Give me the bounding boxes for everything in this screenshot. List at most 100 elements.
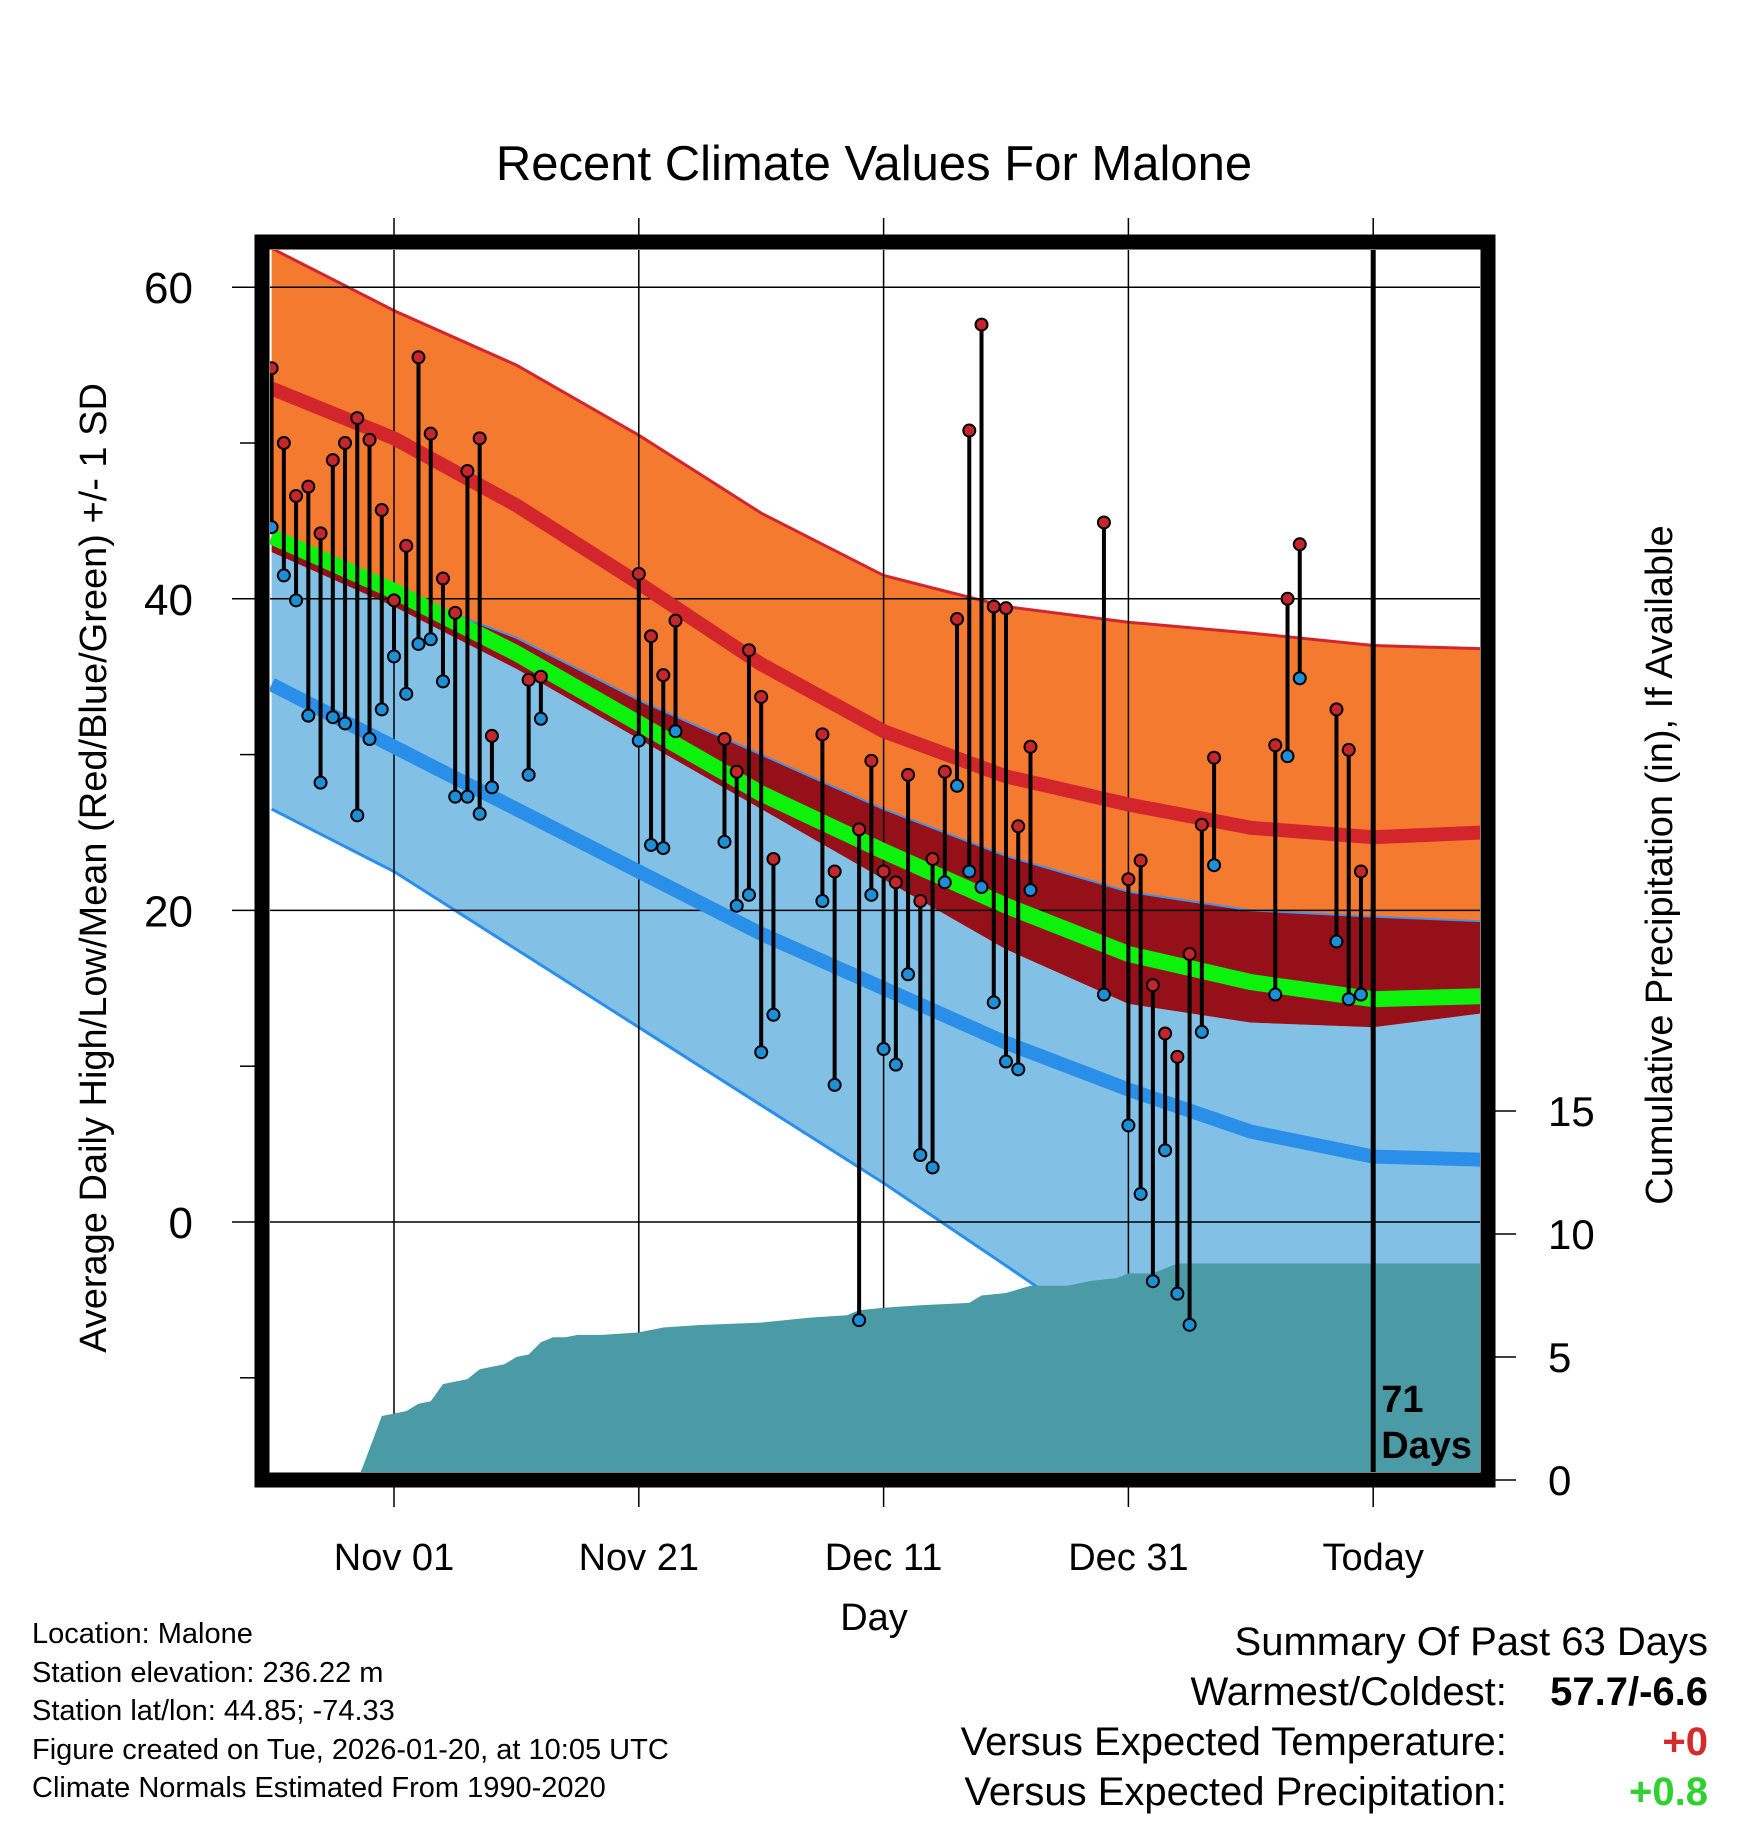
daily-low-point bbox=[876, 1042, 891, 1057]
precip-value: +0.8 bbox=[1629, 1770, 1708, 1814]
daily-high-point bbox=[1133, 853, 1148, 868]
daily-high-point bbox=[1194, 817, 1209, 832]
daily-low-point bbox=[631, 733, 646, 748]
daily-low-point bbox=[1145, 1274, 1160, 1289]
warm-cold-value: 57.7/-6.6 bbox=[1550, 1670, 1708, 1714]
daily-low-point bbox=[852, 1313, 867, 1328]
precip-area bbox=[271, 1263, 1480, 1472]
daily-high-point bbox=[1170, 1049, 1185, 1064]
daily-low-point bbox=[901, 967, 916, 982]
daily-low-point bbox=[374, 702, 389, 717]
daily-low-point bbox=[1194, 1024, 1209, 1039]
daily-high-point bbox=[729, 764, 744, 779]
y-tick-label: 40 bbox=[144, 576, 193, 625]
daily-low-point bbox=[399, 686, 414, 701]
daily-high-point bbox=[301, 479, 316, 494]
daily-low-point bbox=[888, 1057, 903, 1072]
daily-high-point bbox=[1023, 739, 1038, 754]
today-days-number: 71 bbox=[1381, 1379, 1423, 1421]
daily-high-point bbox=[484, 728, 499, 743]
y-tick-label: 0 bbox=[169, 1199, 193, 1248]
daily-low-point bbox=[411, 636, 426, 651]
daily-low-point bbox=[1011, 1062, 1026, 1077]
daily-low-point bbox=[1268, 987, 1283, 1002]
daily-high-point bbox=[313, 526, 328, 541]
daily-low-point bbox=[1170, 1286, 1185, 1301]
daily-high-point bbox=[888, 875, 903, 890]
daily-low-point bbox=[472, 806, 487, 821]
daily-low-point bbox=[729, 898, 744, 913]
y2-tick-label: 0 bbox=[1548, 1457, 1571, 1504]
daily-low-point bbox=[350, 808, 365, 823]
plot-frame bbox=[254, 234, 1496, 1488]
daily-low-point bbox=[435, 674, 450, 689]
daily-low-point bbox=[1158, 1143, 1173, 1158]
daily-high-point bbox=[986, 599, 1001, 614]
daily-high-point bbox=[815, 727, 830, 742]
normals-text: Climate Normals Estimated From 1990-2020 bbox=[32, 1772, 606, 1804]
daily-low-point bbox=[717, 834, 732, 849]
daily-low-point bbox=[423, 632, 438, 647]
daily-low-point bbox=[1280, 749, 1295, 764]
daily-high-point bbox=[435, 571, 450, 586]
daily-high-point bbox=[1145, 978, 1160, 993]
daily-low-point bbox=[950, 778, 965, 793]
daily-low-point bbox=[1121, 1118, 1136, 1133]
daily-low-point bbox=[864, 887, 879, 902]
station-info: Location: Malone Station elevation: 236.… bbox=[32, 1615, 669, 1808]
daily-low-point bbox=[289, 593, 304, 608]
daily-low-point bbox=[644, 837, 659, 852]
daily-high-point bbox=[876, 864, 891, 879]
daily-high-point bbox=[974, 317, 989, 332]
daily-low-point bbox=[741, 887, 756, 902]
y-axis-title: Average Daily High/Low/Mean (Red/Blue/Gr… bbox=[73, 383, 115, 1353]
daily-low-point bbox=[276, 568, 291, 583]
temp-label: Versus Expected Temperature: bbox=[960, 1720, 1507, 1764]
daily-high-point bbox=[1353, 864, 1368, 879]
daily-high-point bbox=[1280, 591, 1295, 606]
daily-high-point bbox=[270, 361, 279, 376]
normal-mean-line bbox=[270, 529, 1480, 1008]
created-text: Figure created on Tue, 2026-01-20, at 10… bbox=[32, 1733, 669, 1766]
daily-high-point bbox=[631, 566, 646, 581]
x-tick-label: Nov 21 bbox=[579, 1537, 699, 1579]
daily-high-point bbox=[338, 436, 353, 450]
daily-high-point bbox=[925, 851, 940, 866]
daily-low-point bbox=[1292, 671, 1307, 686]
daily-high-point bbox=[325, 453, 340, 468]
daily-high-point bbox=[387, 593, 401, 608]
daily-low-point bbox=[533, 711, 548, 726]
daily-high-point bbox=[717, 732, 732, 747]
daily-high-point bbox=[1121, 872, 1136, 887]
daily-high-point bbox=[741, 643, 756, 658]
daily-low-point bbox=[387, 649, 401, 664]
daily-high-point bbox=[852, 822, 867, 837]
daily-low-point bbox=[325, 710, 340, 725]
daily-high-point bbox=[521, 672, 536, 687]
daily-high-point bbox=[766, 851, 781, 866]
daily-low-point bbox=[1182, 1317, 1197, 1332]
daily-low-point bbox=[766, 1007, 781, 1022]
daily-high-point bbox=[1341, 742, 1356, 757]
daily-high-point bbox=[901, 767, 916, 782]
daily-low-point bbox=[962, 864, 977, 879]
x-axis-title: Day bbox=[840, 1597, 908, 1639]
warm-cold-label: Warmest/Coldest: bbox=[1190, 1670, 1507, 1714]
summary-panel: Summary Of Past 63 Days Warmest/Coldest:… bbox=[961, 1617, 1708, 1817]
daily-low-point bbox=[913, 1148, 928, 1163]
daily-high-point bbox=[1329, 702, 1344, 717]
daily-high-point bbox=[399, 538, 414, 553]
daily-low-point bbox=[986, 995, 1001, 1010]
daily-high-point bbox=[289, 488, 304, 503]
daily-high-point bbox=[1268, 738, 1283, 753]
daily-high-point bbox=[1158, 1026, 1173, 1041]
daily-low-point bbox=[313, 775, 328, 790]
daily-high-point bbox=[1096, 515, 1111, 530]
daily-high-point bbox=[472, 431, 487, 446]
chart-title: Recent Climate Values For Malone bbox=[496, 137, 1252, 191]
daily-high-point bbox=[644, 629, 659, 644]
precip-label: Versus Expected Precipitation: bbox=[964, 1770, 1507, 1814]
temp-value: +0 bbox=[1662, 1720, 1708, 1764]
y-tick-label: 60 bbox=[144, 264, 193, 313]
